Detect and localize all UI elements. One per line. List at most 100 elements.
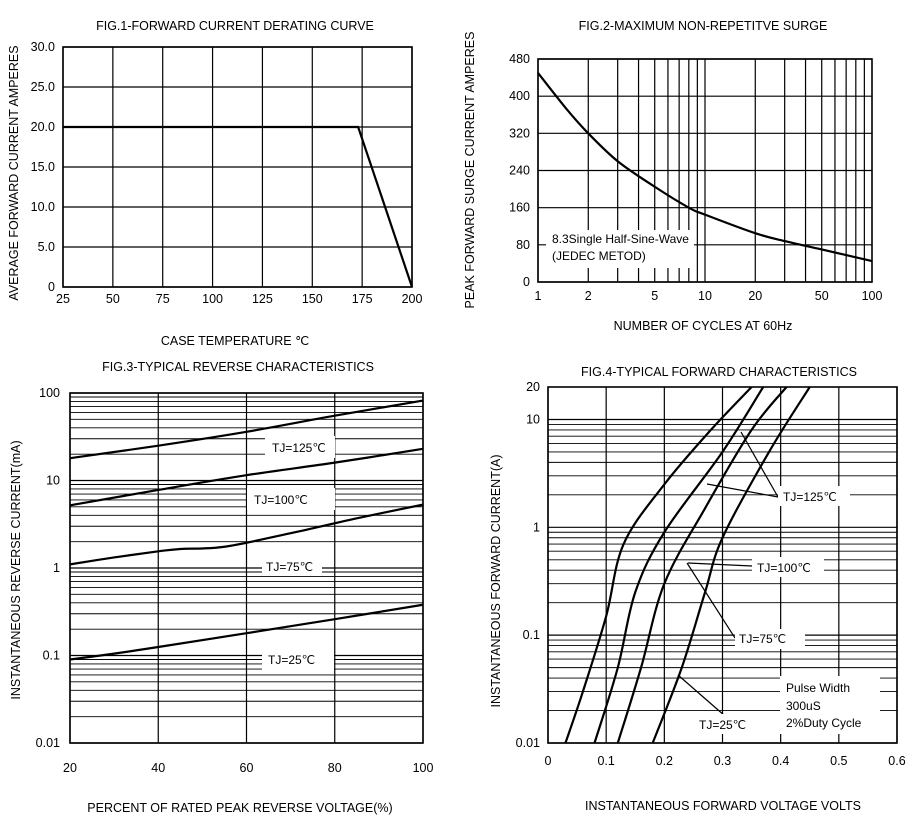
- fig2-surge-current-chart: FIG.2-MAXIMUM NON-REPETITVE SURGE 1 2 5 10 20…: [463, 19, 882, 333]
- fig2-series-line-1: [537, 72, 873, 263]
- fig2-y-tick-label: 80: [516, 238, 530, 252]
- fig1-y-tick-label: 5.0: [38, 240, 55, 254]
- fig4-series-label: TJ=125℃: [783, 490, 837, 504]
- fig4-series-label: TJ=25℃: [699, 718, 746, 732]
- fig4-annotation-text: Pulse Width: [786, 681, 850, 695]
- fig4-forward-characteristics-chart: FIG.4-TYPICAL FORWARD CHARACTERISTICS 0 0.…: [489, 365, 906, 813]
- fig1-y-tick-label: 25.0: [31, 80, 55, 94]
- fig4-series-leader-line: [677, 674, 726, 717]
- fig1-x-tick-label: 50: [106, 292, 120, 306]
- fig4-series-label-bg: [752, 557, 824, 577]
- fig4-y-tick-label: 10: [526, 412, 540, 426]
- fig2-y-tick-label: 320: [509, 126, 530, 140]
- fig4-x-tick-label: 0.6: [888, 754, 905, 768]
- fig2-x-tick-label: 50: [815, 289, 829, 303]
- fig2-y-tick-label: 160: [509, 201, 530, 215]
- fig4-y-tick-label: 20: [526, 380, 540, 394]
- fig4-series-label-bg: [735, 629, 805, 649]
- fig3-series-label-bg: [265, 436, 335, 458]
- fig4-series-line-4: [651, 386, 811, 744]
- fig1-title: FIG.1-FORWARD CURRENT DERATING CURVE: [96, 19, 374, 33]
- fig3-x-tick-label: 80: [328, 761, 342, 775]
- fig4-series-leader-line: [740, 431, 779, 498]
- fig4-x-tick-label: 0.4: [772, 754, 789, 768]
- fig1-x-tick-label: 25: [56, 292, 70, 306]
- fig1-x-tick-label: 175: [352, 292, 373, 306]
- fig3-reverse-characteristics-chart: FIG.3-TYPICAL REVERSE CHARACTERISTICS 20 4…: [9, 360, 433, 815]
- fig2-annotation-bg: [546, 230, 694, 268]
- fig2-plot-frame: [537, 58, 873, 283]
- fig3-y-tick-label: 10: [46, 474, 60, 488]
- fig4-series-line-1: [564, 386, 753, 744]
- fig3-series-label: TJ=100℃: [254, 493, 308, 507]
- fig1-x-tick-label: 150: [302, 292, 323, 306]
- fig3-series-line-3: [69, 503, 424, 566]
- fig3-y-axis-label: INSTANTANEOUS REVERSE CURRENT(mA): [9, 440, 23, 699]
- fig1-y-tick-label: 30.0: [31, 40, 55, 54]
- fig4-title: FIG.4-TYPICAL FORWARD CHARACTERISTICS: [581, 365, 857, 379]
- fig4-series-label-bg: [778, 486, 850, 506]
- fig4-series-label: TJ=75℃: [739, 632, 786, 646]
- fig4-y-tick-label: 1: [533, 520, 540, 534]
- fig1-x-axis-label: CASE TEMPERATURE ℃: [161, 334, 309, 348]
- fig2-y-axis-label: PEAK FORWARD SURGE CURRENT AMPERES: [463, 32, 477, 309]
- fig4-series-leader-line: [706, 483, 779, 498]
- fig3-x-tick-label: 40: [151, 761, 165, 775]
- fig3-series-label: TJ=75℃: [266, 560, 313, 574]
- fig1-series-line-1: [63, 125, 414, 288]
- fig3-series-label-bg: [247, 488, 335, 510]
- fig3-series-label-bg: [262, 558, 322, 576]
- fig3-x-tick-label: 100: [413, 761, 434, 775]
- fig3-plot-frame: [69, 392, 424, 744]
- fig4-x-tick-label: 0.3: [714, 754, 731, 768]
- fig3-series-label-bg: [262, 650, 334, 670]
- fig3-gridlines: [69, 392, 424, 744]
- fig2-annotation-text: (JEDEC METOD): [552, 249, 646, 263]
- fig4-series-line-3: [616, 386, 788, 744]
- fig4-x-tick-label: 0.1: [597, 754, 614, 768]
- fig2-x-tick-label: 20: [748, 289, 762, 303]
- fig4-y-tick-label: 0.1: [523, 628, 540, 642]
- fig2-x-tick-label: 5: [651, 289, 658, 303]
- fig2-x-tick-label: 2: [585, 289, 592, 303]
- fig4-series-leader-line: [686, 562, 736, 639]
- fig3-series-label: TJ=125℃: [272, 441, 326, 455]
- fig2-y-tick-label: 480: [509, 52, 530, 66]
- fig2-title: FIG.2-MAXIMUM NON-REPETITVE SURGE: [579, 19, 828, 33]
- fig3-y-tick-label: 1: [53, 561, 60, 575]
- fig2-x-tick-label: 10: [698, 289, 712, 303]
- fig1-y-tick-label: 10.0: [31, 200, 55, 214]
- fig4-y-axis-label: INSTANTANEOUS FORWARD CURRENT(A): [489, 454, 503, 707]
- fig3-series-label: TJ=25℃: [268, 653, 315, 667]
- fig3-y-tick-label: 100: [39, 386, 60, 400]
- fig1-y-tick-label: 15.0: [31, 160, 55, 174]
- fig4-series-line-2: [593, 386, 765, 744]
- fig1-y-tick-label: 0: [48, 280, 55, 294]
- fig4-annotation-text: 300uS: [786, 699, 821, 713]
- fig1-y-tick-label: 20.0: [31, 120, 55, 134]
- fig2-annotation-text: 8.3Single Half-Sine-Wave: [552, 232, 689, 246]
- fig2-y-tick-label: 240: [509, 164, 530, 178]
- fig4-series-label: TJ=100℃: [757, 561, 811, 575]
- fig1-gridlines: [62, 46, 413, 288]
- fig3-series-line-4: [69, 603, 424, 661]
- fig3-title: FIG.3-TYPICAL REVERSE CHARACTERISTICS: [102, 360, 374, 374]
- fig1-plot-frame: [62, 46, 413, 288]
- fig4-plot-frame: [547, 386, 898, 744]
- fig4-annotation-bg: [780, 676, 880, 734]
- fig1-x-tick-label: 100: [202, 292, 223, 306]
- fig3-y-tick-label: 0.01: [36, 736, 60, 750]
- fig2-y-tick-label: 0: [523, 275, 530, 289]
- fig1-y-axis-label: AVERAGE FORWARD CURRENT AMPERES: [7, 45, 21, 300]
- fig4-x-axis-label: INSTANTANEOUS FORWARD VOLTAGE VOLTS: [585, 799, 861, 813]
- fig3-series-line-1: [69, 399, 424, 460]
- fig1-x-tick-label: 125: [252, 292, 273, 306]
- fig4-annotation-text: 2%Duty Cycle: [786, 716, 862, 730]
- fig4-x-tick-label: 0: [545, 754, 552, 768]
- fig3-x-tick-label: 60: [240, 761, 254, 775]
- fig2-x-tick-label: 1: [535, 289, 542, 303]
- fig4-series-leader-line: [687, 562, 753, 567]
- fig1-forward-current-derating-chart: FIG.1-FORWARD CURRENT DERATING CURVE 25 50…: [7, 19, 422, 348]
- fig3-x-tick-label: 20: [63, 761, 77, 775]
